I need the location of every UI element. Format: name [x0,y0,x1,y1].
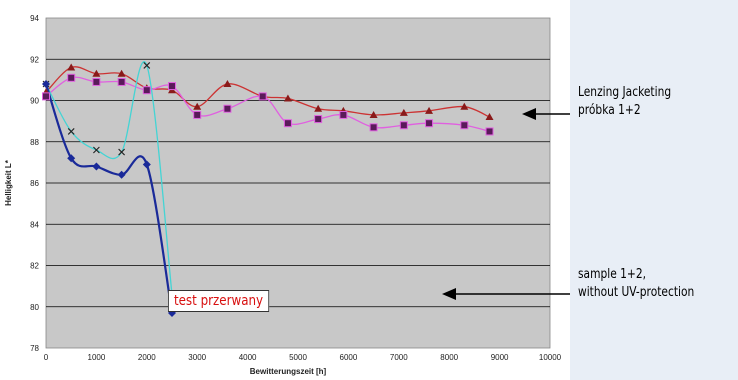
data-point [314,104,323,112]
x-tick-label: 4000 [239,353,257,362]
data-point [168,82,176,91]
data-point [117,69,126,77]
tick-labels: 78 80 82 84 86 88 90 92 94 0 1000 2000 3000 4000 5000 6… [30,14,562,362]
x-tick-label: 5000 [289,353,307,362]
data-point [67,73,76,82]
data-point [399,108,408,116]
x-tick-label: 10000 [539,353,562,362]
data-point [93,146,100,154]
x-tick-label: 0 [44,353,49,362]
data-point [143,62,151,69]
data-point [117,170,126,179]
line-chart: 78 80 82 84 86 88 90 92 94 0 1000 2000 3000 4000 5000 6… [4,14,562,376]
data-point [142,86,151,95]
data-point [117,77,126,86]
data-point [283,119,292,128]
data-point [399,121,408,130]
y-tick-label: 88 [30,138,39,147]
data-point [42,92,50,101]
data-point [314,115,323,124]
data-point [283,94,292,102]
data-point-stroke [118,148,125,156]
x-tick-label: 2000 [138,353,156,362]
data-point [460,121,469,130]
x-tick-label: 9000 [491,353,509,362]
data-point [92,162,101,171]
data-point [42,80,50,88]
annotation-lenzing: Lenzing Jacketing próbka 1+2 [578,84,671,120]
data-point [142,160,151,169]
x-axis-title: Bewitterungszeit [h] [250,367,327,376]
data-point [485,127,494,136]
gridlines [46,58,550,308]
series-markers [42,62,494,317]
annotation-lenzing-line1: Lenzing Jacketing [578,85,672,100]
data-point [485,113,494,120]
y-tick-label: 90 [30,97,39,106]
data-point-stroke [143,62,151,69]
data-point [193,102,202,110]
data-point [193,110,202,119]
data-point [258,92,267,101]
x-tick-label: 6000 [340,353,358,362]
chart-card: 78 80 82 84 86 88 90 92 94 0 1000 2000 3000 4000 5000 6… [0,0,570,380]
annotation-sample-line1: sample 1+2, [578,267,647,282]
x-tick-label: 8000 [440,353,458,362]
data-point [223,80,232,87]
annotation-sample: sample 1+2, without UV-protection [578,266,694,302]
y-tick-label: 94 [30,14,39,23]
x-tick-label: 1000 [88,353,106,362]
data-point-stroke [67,128,75,135]
y-tick-label: 92 [30,55,39,64]
y-tick-label: 80 [30,303,39,312]
data-point [369,110,378,118]
data-point [67,63,76,71]
data-point [223,104,232,113]
data-point-stroke [93,146,100,154]
data-point [460,102,469,110]
data-point [118,148,125,156]
y-tick-label: 86 [30,179,39,188]
y-tick-label: 78 [30,344,39,353]
data-point [67,154,76,163]
data-point [67,128,75,135]
data-point [425,106,434,114]
y-tick-label: 84 [30,220,39,229]
y-axis-title: Helligkeit L* [4,159,13,206]
annotation-sample-line2: without UV-protection [578,285,695,300]
data-point [369,123,378,132]
x-tick-label: 3000 [188,353,206,362]
x-tick-label: 7000 [390,353,408,362]
test-interrupted-label: test przerwany [168,290,270,312]
data-point [339,110,348,119]
data-point [425,119,434,128]
arrow-sample [442,288,570,300]
series-line [44,83,174,314]
annotation-lenzing-line2: próbka 1+2 [578,103,641,118]
arrow-lenzing [522,108,570,120]
data-point [92,69,101,77]
y-tick-label: 82 [30,262,39,271]
data-point [92,77,101,86]
